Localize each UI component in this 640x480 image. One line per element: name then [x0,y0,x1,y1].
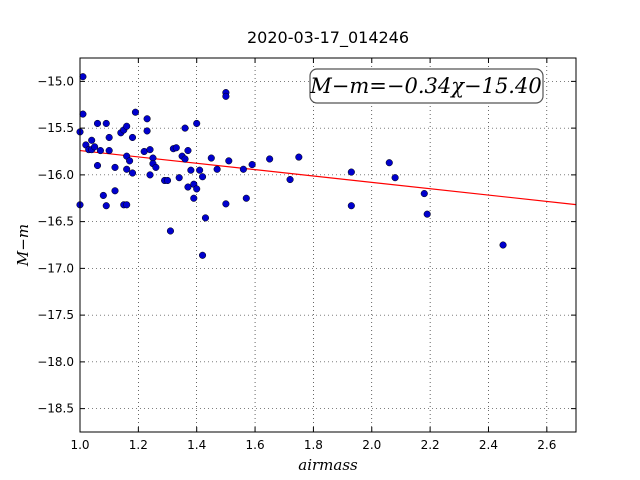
data-point [181,124,189,132]
data-point [193,185,201,193]
data-point [143,115,151,123]
data-point [152,163,160,171]
data-point [126,157,134,165]
data-point [295,153,303,161]
data-point [196,166,204,174]
x-axis-label: airmass [298,456,358,474]
data-point [184,147,192,155]
data-point [198,251,207,259]
data-point [190,194,198,202]
data-point [172,144,180,152]
fit-equation: M−m=−0.34χ−15.40 [309,74,541,98]
x-tick-label: 1.0 [70,438,89,452]
data-point [131,108,139,116]
x-tick-label: 1.2 [129,438,148,452]
x-tick-label: 2.2 [421,438,440,452]
x-tick-label: 2.4 [479,438,498,452]
x-tick-label: 1.8 [304,438,323,452]
fit-line [79,149,577,206]
data-point [423,210,431,218]
data-point [385,159,393,167]
data-point [286,176,294,184]
y-tick-label: −15.0 [37,74,74,88]
data-points [76,73,507,259]
data-point [102,202,110,210]
x-tick-label: 1.6 [246,438,265,452]
data-point [391,174,399,182]
y-tick-label: −16.0 [37,168,74,182]
x-tick-label: 1.4 [187,438,206,452]
data-point [146,146,154,154]
data-point [88,136,96,144]
y-axis-label: M−m [14,224,32,267]
y-tick-label: −18.0 [37,355,74,369]
data-point [123,201,131,209]
data-point [146,171,154,179]
data-point [79,110,87,118]
data-point [166,227,174,235]
data-point [99,191,107,199]
data-point [91,143,99,151]
data-point [140,147,148,156]
data-point [347,168,355,176]
data-point [347,202,355,210]
y-tick-label: −17.5 [37,308,74,322]
data-point [201,214,210,222]
data-point [213,165,221,173]
data-point [266,155,274,163]
data-point [93,161,102,170]
y-tick-label: −16.5 [37,215,74,229]
data-point [163,176,172,185]
plot-frame [79,57,577,433]
data-point [93,119,102,127]
annotation-box [309,68,544,104]
data-point [225,157,233,165]
x-tick-label: 2.6 [537,438,556,452]
x-tick-label: 2.0 [362,438,381,452]
data-point [248,161,256,169]
data-point [187,166,195,174]
data-point [222,92,230,100]
data-point [193,119,201,127]
data-point [207,154,215,162]
fit-annotation: M−m=−0.34χ−15.40 [309,68,544,104]
data-point [242,194,250,202]
data-point [198,173,207,181]
y-tick-label: −15.5 [37,121,74,135]
data-point [111,163,119,171]
chart-title: 2020-03-17_014246 [247,28,409,48]
data-point [420,190,428,198]
data-point [128,169,137,177]
data-point [181,155,189,163]
y-tick-label: −17.0 [37,261,74,275]
axis-ticks: 1.0 1.2 1.4 1.6 1.8 2.0 2.2 2.4 2.6 −15.0 −15.5 −16… [37,58,576,452]
data-point [111,187,119,195]
data-point [123,122,131,130]
data-point [96,147,104,155]
data-point [184,183,192,191]
data-point [105,147,113,155]
data-point [128,133,137,142]
data-point [175,174,183,182]
fit-line-layer [79,149,577,206]
data-point [105,133,113,142]
y-tick-label: −18.5 [37,402,74,416]
data-point [222,200,230,208]
data-point [239,165,247,173]
data-point [102,119,110,127]
data-point [499,241,507,249]
data-point [123,165,131,173]
data-point [79,73,87,81]
data-point [143,127,151,135]
